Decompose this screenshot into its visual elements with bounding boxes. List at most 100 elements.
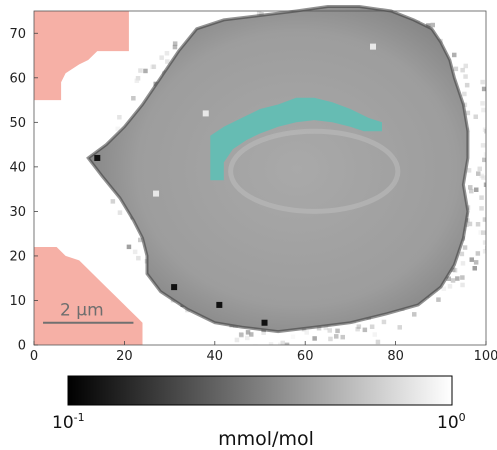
noise-pixel — [475, 222, 481, 227]
noise-pixel — [412, 312, 417, 317]
noise-pixel — [397, 325, 402, 330]
noise-pixel — [355, 326, 360, 332]
noise-pixel — [436, 297, 441, 302]
noise-pixel — [334, 334, 339, 339]
noise-pixel — [234, 337, 240, 343]
noise-pixel — [316, 326, 322, 331]
noise-pixel — [480, 79, 485, 85]
noise-pixel — [451, 267, 456, 272]
noise-pixel — [484, 129, 486, 134]
noise-pixel — [327, 328, 332, 333]
plot-frame — [33, 10, 487, 346]
noise-pixel — [261, 330, 266, 335]
noise-pixel — [304, 330, 309, 335]
noise-pixel — [362, 327, 368, 333]
noise-pixel — [465, 110, 471, 116]
noise-pixel — [151, 64, 157, 69]
noise-pixel — [172, 44, 178, 50]
noise-pixel — [135, 76, 141, 81]
x-tick-label: 100 — [474, 349, 497, 364]
noise-pixel — [460, 282, 465, 288]
noise-pixel — [472, 266, 477, 271]
noise-pixel — [482, 240, 486, 245]
noise-pixel — [477, 166, 482, 172]
noise-pixel — [475, 251, 481, 256]
masked-region-top-left — [34, 11, 129, 101]
y-tick-label: 60 — [9, 71, 26, 86]
noise-pixel — [464, 82, 470, 88]
masked-region-bottom-left — [34, 247, 143, 345]
noise-pixel — [460, 275, 465, 280]
noise-pixel — [453, 66, 459, 72]
noise-pixel — [143, 68, 148, 74]
noise-pixel — [172, 41, 178, 46]
noise-pixel — [335, 328, 340, 334]
noise-pixel — [462, 245, 468, 250]
noise-pixel — [256, 11, 262, 16]
noise-pixel — [452, 52, 457, 58]
noise-pixel — [476, 171, 481, 176]
noise-pixel — [482, 217, 486, 222]
noise-pixel — [463, 63, 468, 69]
noise-pixel — [239, 332, 244, 338]
noise-pixel — [469, 257, 474, 262]
noise-pixel — [474, 187, 479, 192]
y-tick-label: 50 — [9, 116, 26, 131]
noise-pixel — [323, 325, 329, 331]
noise-pixel — [452, 268, 458, 273]
noise-pixel — [479, 173, 485, 179]
noise-pixel — [356, 324, 362, 329]
y-tick-label: 70 — [9, 27, 26, 42]
noise-pixel — [312, 336, 317, 341]
noise-pixel — [284, 342, 290, 345]
noise-pixel — [473, 260, 479, 265]
noise-pixel — [328, 336, 333, 342]
noise-pixel — [238, 332, 244, 337]
highlight-region — [210, 97, 382, 181]
noise-pixel — [459, 251, 465, 257]
noise-pixel — [165, 59, 170, 64]
noise-pixel — [481, 107, 486, 113]
x-axis: 0 20 40 60 80 100 — [30, 341, 497, 364]
noise-pixel — [132, 249, 138, 255]
colorbar-max-label: 100 — [437, 411, 466, 433]
spots-layer — [94, 43, 376, 326]
colorbar-gradient — [67, 375, 453, 406]
cell-body — [86, 5, 470, 334]
noise-pixel — [150, 64, 155, 70]
noise-pixel — [280, 340, 285, 345]
y-tick-label: 0 — [18, 339, 26, 354]
noise-pixel — [467, 221, 473, 227]
scale-bar-label: 2 µm — [60, 301, 104, 321]
x-tick-label: 80 — [387, 349, 404, 364]
bright-spot — [202, 110, 209, 117]
y-tick-label: 20 — [9, 249, 26, 264]
noise-pixel — [340, 334, 345, 340]
y-axis: 0 10 20 30 40 50 60 70 — [9, 27, 38, 354]
noise-pixel — [131, 96, 136, 101]
dark-spot — [171, 284, 178, 291]
noise-pixel — [460, 67, 465, 73]
dark-spot — [94, 154, 101, 161]
noise-pixel — [245, 335, 250, 341]
noise-pixel — [481, 230, 486, 235]
noise-pixel — [469, 188, 474, 194]
colorbar-max-exponent: 0 — [459, 411, 466, 424]
noise-pixel — [117, 115, 122, 120]
noise-pixel — [483, 182, 486, 187]
x-tick-label: 40 — [207, 349, 224, 364]
nucleus-outline — [228, 128, 401, 214]
x-tick-label: 0 — [30, 349, 38, 364]
x-tick-label: 20 — [116, 349, 133, 364]
noise-pixel — [245, 330, 251, 335]
noise-pixel — [138, 237, 143, 243]
noise-pixel — [446, 276, 451, 281]
colorbar-min-exponent: -1 — [74, 411, 85, 424]
noise-pixel — [290, 334, 296, 339]
noise-pixel — [138, 68, 143, 73]
plot-area: 2 µm — [33, 5, 487, 346]
noise-pixel — [460, 261, 466, 266]
noise-pixel — [462, 91, 467, 97]
noise-pixel — [480, 101, 485, 106]
